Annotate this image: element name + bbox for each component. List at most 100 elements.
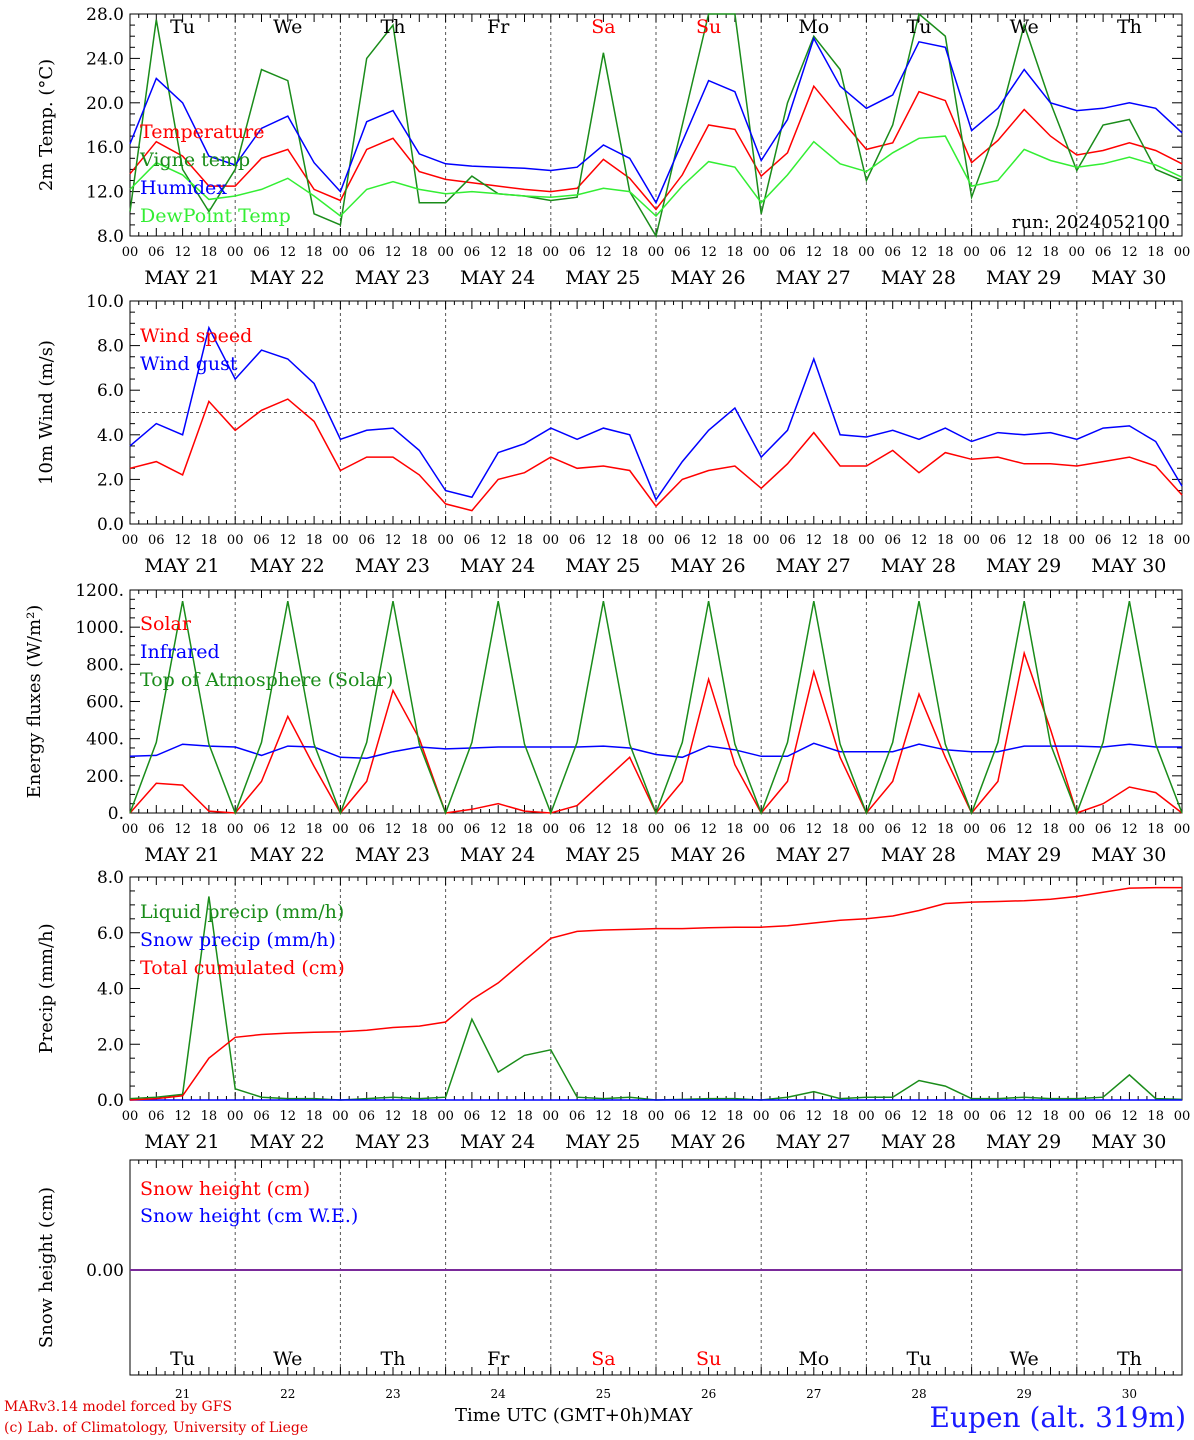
x-hour-label: 12 [1121,245,1138,260]
x-hour-label: 00 [753,533,770,548]
x-hour-label: 18 [516,822,533,837]
x-hour-label: 06 [1095,533,1112,548]
x-hour-label: 18 [1042,245,1059,260]
legend-entry: Snow height (cm W.E.) [140,1205,358,1227]
x-hour-label: 12 [806,1109,823,1124]
x-hour-label: 18 [516,1109,533,1124]
y-tick-label: 400. [86,730,124,750]
x-hour-label: 12 [490,245,507,260]
series-line-top-of-atmosphere-solar- [129,600,1183,816]
x-hour-label: 12 [490,822,507,837]
x-hour-label: 00 [437,245,454,260]
x-hour-label: 18 [306,1109,323,1124]
series-line-wind-gust [129,325,1183,502]
x-hour-label: 12 [174,533,191,548]
date-label: MAY 25 [565,267,640,289]
x-hour-label: 00 [122,245,139,260]
time-axis-label: Time UTC (GMT+0h) [455,1405,650,1426]
day-number-label: 23 [385,1387,400,1401]
date-label: MAY 27 [776,555,851,577]
date-label: MAY 26 [670,267,745,289]
y-tick-label: 8.0 [97,227,124,247]
y-tick-label: 4.0 [97,980,124,1000]
x-hour-label: 00 [332,1109,349,1124]
weekday-label: Su [696,16,721,38]
legend-entry: Vigne temp [139,149,250,171]
weekday-label: Mo [798,16,829,38]
series-line-humidex [129,36,1183,205]
x-hour-label: 12 [280,1109,297,1124]
weekday-label: Sa [591,1348,615,1370]
x-hour-label: 18 [201,822,218,837]
legend-entry: Wind speed [140,325,252,347]
x-hour-label: 06 [1095,1109,1112,1124]
x-hour-label: 06 [1095,822,1112,837]
x-hour-label: 12 [595,245,612,260]
legend-entry: Snow height (cm) [140,1178,310,1200]
y-tick-label: 0.00 [86,1261,124,1281]
x-hour-label: 00 [858,533,875,548]
x-hour-label: 12 [806,822,823,837]
x-hour-label: 06 [253,1109,270,1124]
x-hour-label: 06 [253,245,270,260]
date-label: MAY 29 [986,1131,1061,1153]
copyright-credit: (c) Lab. of Climatology, University of L… [4,1420,309,1436]
x-hour-label: 00 [1174,1109,1191,1124]
date-label: MAY 21 [144,267,219,289]
day-number-label: 28 [911,1387,926,1401]
date-label: MAY 23 [355,267,430,289]
date-label: MAY 25 [565,844,640,866]
x-hour-label: 00 [543,245,560,260]
x-hour-label: 00 [648,533,665,548]
y-tick-label: 8.0 [97,868,124,888]
x-hour-label: 00 [332,245,349,260]
x-hour-label: 06 [148,822,165,837]
day-number-label: 30 [1122,1387,1137,1401]
x-hour-label: 00 [753,245,770,260]
x-hour-label: 12 [700,1109,717,1124]
x-hour-label: 18 [937,245,954,260]
station-title: Eupen (alt. 319m) [929,1401,1186,1434]
x-hour-label: 12 [911,533,928,548]
x-hour-label: 00 [1174,245,1191,260]
y-tick-label: 800. [86,655,124,675]
legend-entry: Top of Atmosphere (Solar) [140,669,393,691]
weekday-label: We [273,1348,302,1370]
x-hour-label: 12 [490,1109,507,1124]
series-line-vigne-temp [129,12,1183,238]
y-tick-label: 8.0 [97,337,124,357]
day-number-label: 24 [491,1387,507,1401]
weekday-label: We [1010,1348,1039,1370]
weekday-label: Fr [487,1348,510,1370]
x-hour-label: 00 [648,1109,665,1124]
x-hour-label: 06 [148,245,165,260]
x-hour-label: 12 [385,822,402,837]
day-number-label: 21 [175,1387,190,1401]
y-tick-label: 6.0 [97,381,124,401]
date-label: MAY 24 [460,1131,535,1153]
y-tick-label: 200. [86,767,124,787]
y-tick-label: 0. [108,804,124,824]
x-hour-label: 12 [806,533,823,548]
x-hour-label: 00 [858,1109,875,1124]
x-hour-label: 18 [727,533,744,548]
x-hour-label: 06 [990,822,1007,837]
y-tick-label: 6.0 [97,924,124,944]
x-hour-label: 12 [911,245,928,260]
x-hour-label: 12 [1016,822,1033,837]
legend-entry: Total cumulated (cm) [140,957,345,979]
x-hour-label: 00 [858,245,875,260]
x-hour-label: 00 [122,822,139,837]
series-line-dewpoint-temp [129,135,1183,218]
x-hour-label: 00 [1174,533,1191,548]
series-line-wind-speed [129,398,1183,512]
legend-entry: Infrared [140,641,220,663]
x-hour-label: 12 [174,245,191,260]
x-hour-label: 00 [437,822,454,837]
x-hour-label: 12 [174,1109,191,1124]
date-label: MAY 30 [1091,555,1166,577]
x-hour-label: 06 [779,245,796,260]
x-hour-label: 06 [569,822,586,837]
date-label: MAY 24 [460,844,535,866]
